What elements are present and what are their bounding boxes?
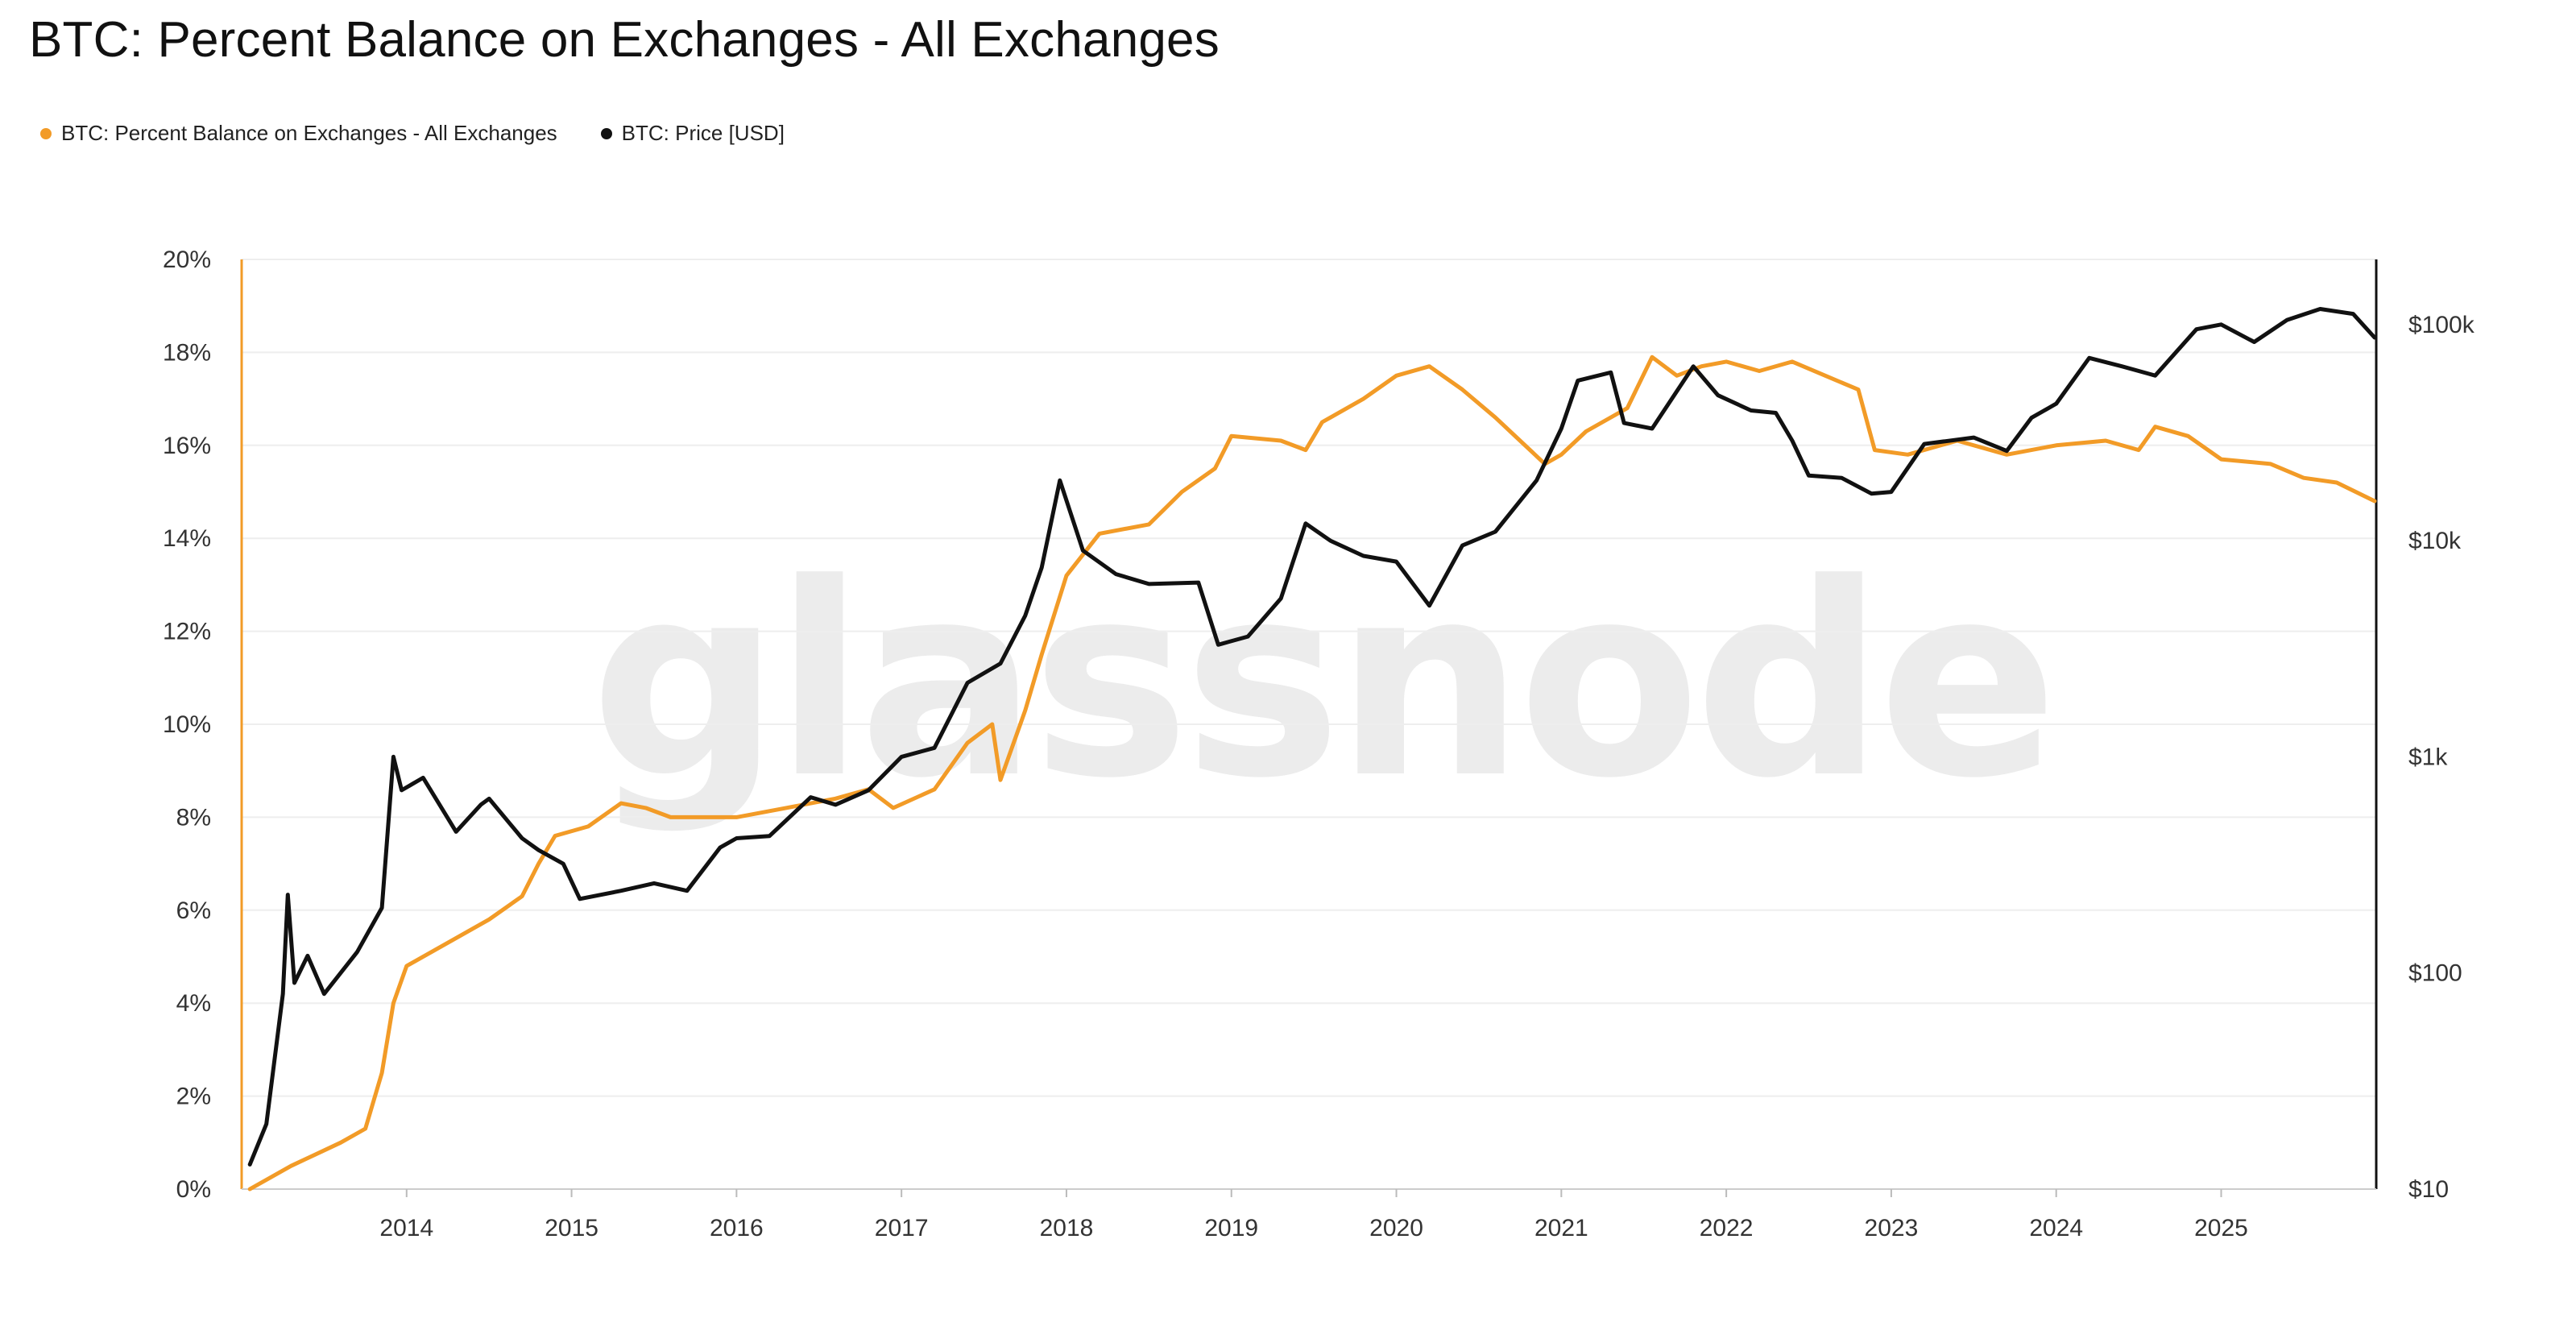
y-left-tick-label: 8% [176,804,211,831]
watermark: glassnode [590,527,2052,836]
series-line-balance [247,354,2377,1192]
y-right-tick-label: $10k [2408,528,2462,554]
y-right-tick-label: $10 [2408,1176,2449,1203]
x-tick-label: 2024 [2029,1215,2083,1241]
legend-dot-price [600,127,612,139]
y-left-tick-label: 0% [176,1176,211,1203]
y-left-tick-label: 10% [163,711,211,738]
y-left-tick-label: 20% [163,247,211,273]
legend: BTC: Percent Balance on Exchanges - All … [40,121,785,146]
left-y-axis: 0% 2% 4% 6% 8% 10% 12% 14% 16% 18% 20% [163,247,243,1203]
legend-label-price: BTC: Price [USD] [621,121,785,145]
x-tick-label: 2016 [710,1215,764,1241]
y-right-tick-label: $1k [2408,744,2448,770]
x-tick-label: 2020 [1369,1215,1423,1241]
chart-title: BTC: Percent Balance on Exchanges - All … [29,12,1220,68]
legend-item-price[interactable]: BTC: Price [USD] [600,121,785,146]
x-tick-label: 2018 [1040,1215,1094,1241]
y-left-tick-label: 12% [163,619,211,645]
y-right-tick-label: $100 [2408,960,2462,987]
x-tick-label: 2019 [1204,1215,1258,1241]
x-tick-label: 2023 [1865,1215,1919,1241]
x-tick-label: 2015 [545,1215,598,1241]
legend-dot-balance [40,127,52,139]
series-line-price [247,307,2377,1167]
y-right-tick-label: $100k [2408,312,2475,338]
x-axis: 2014 2015 2016 2017 2018 2019 2020 2021 2022 2023… [242,1188,2376,1241]
x-tick-label: 2025 [2194,1215,2248,1241]
y-left-tick-label: 18% [163,339,211,366]
x-tick-label: 2021 [1534,1215,1588,1241]
x-tick-label: 2022 [1700,1215,1754,1241]
x-tick-label: 2017 [875,1215,929,1241]
series-layer [247,307,2377,1192]
y-left-tick-label: 14% [163,525,211,552]
y-left-tick-label: 2% [176,1084,211,1110]
right-y-axis: $10 $100 $1k $10k $100k [2375,259,2475,1203]
legend-label-balance: BTC: Percent Balance on Exchanges - All … [61,121,557,145]
x-tick-label: 2014 [379,1215,433,1241]
grid-lines [242,259,2376,1097]
y-left-tick-label: 4% [176,990,211,1017]
y-left-tick-label: 6% [176,897,211,924]
y-left-tick-label: 16% [163,433,211,459]
legend-item-balance[interactable]: BTC: Percent Balance on Exchanges - All … [40,121,557,146]
